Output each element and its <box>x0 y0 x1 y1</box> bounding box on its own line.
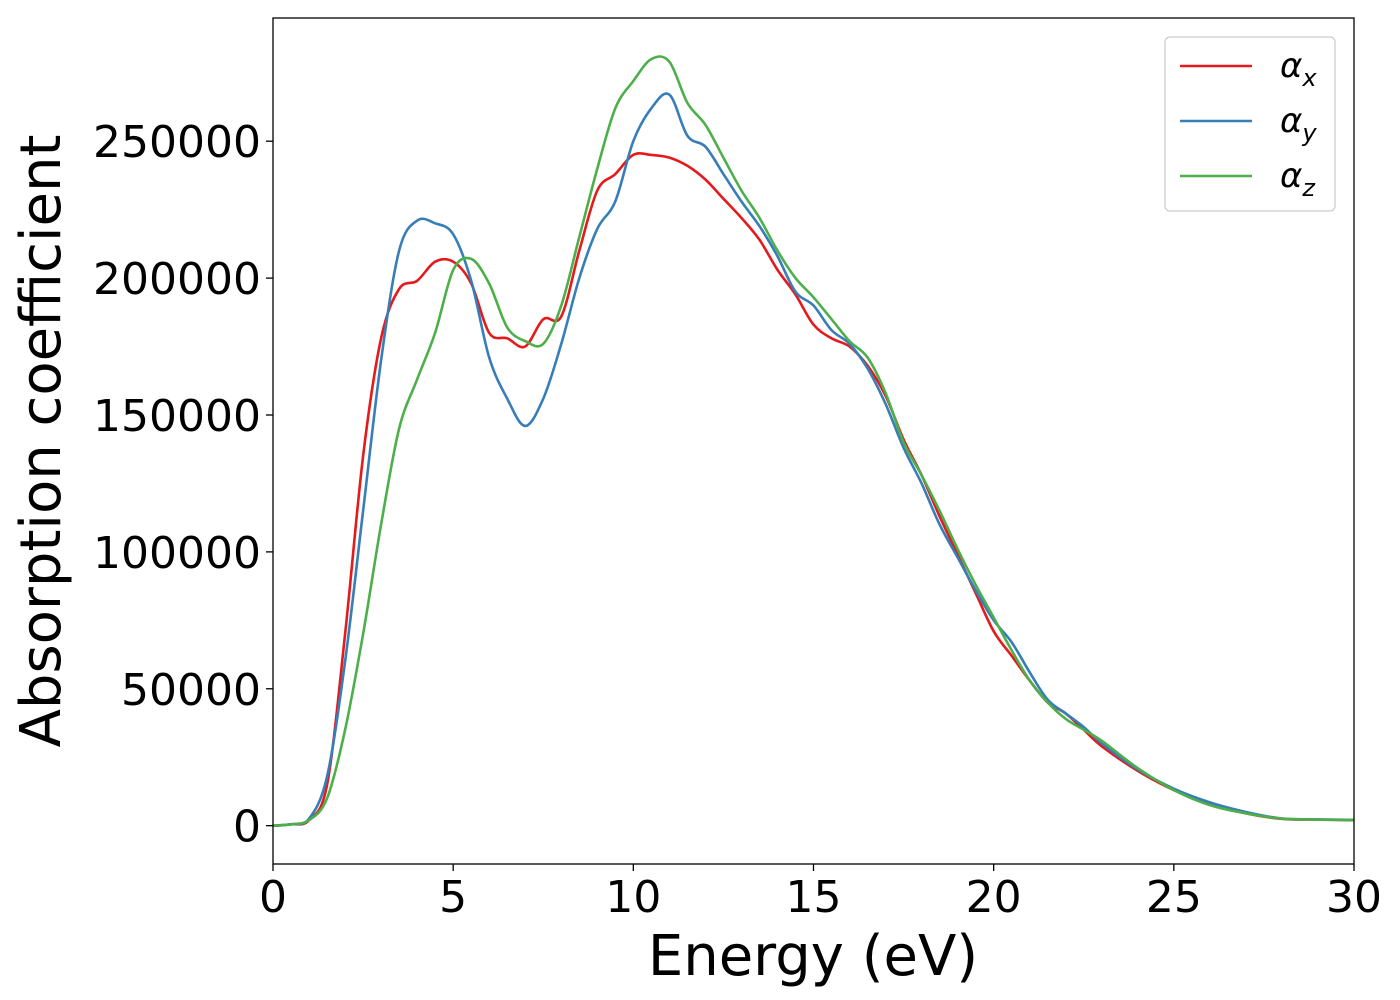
x-axis-title: Energy (eV) <box>648 924 978 989</box>
y-tick-label: 250000 <box>93 117 261 168</box>
x-tick-label: 30 <box>1326 872 1382 923</box>
y-tick-label: 0 <box>233 802 261 853</box>
x-tick-label: 5 <box>439 872 467 923</box>
x-tick-label: 15 <box>786 872 842 923</box>
legend-frame <box>1164 36 1336 212</box>
series-line-alpha-y <box>272 92 1355 827</box>
x-tick-label: 25 <box>1146 872 1202 923</box>
y-tick-label: 50000 <box>121 665 261 716</box>
y-tick-label: 200000 <box>93 254 261 305</box>
legend-label-alpha-x: αx <box>1280 46 1317 92</box>
series-lines <box>272 55 1355 827</box>
y-tick-label: 100000 <box>93 528 261 579</box>
legend-label-alpha-z: αz <box>1280 156 1316 202</box>
y-axis-ticks: 0 50000 100000 150000 200000 250000 <box>93 117 273 853</box>
legend-label-alpha-y: αy <box>1280 101 1317 147</box>
x-tick-label: 10 <box>605 872 661 923</box>
x-axis-ticks: 0 5 10 15 20 25 30 <box>259 864 1382 923</box>
x-tick-label: 0 <box>259 872 287 923</box>
series-line-alpha-z <box>272 55 1355 827</box>
y-tick-label: 150000 <box>93 391 261 442</box>
legend: αx αy αz <box>1164 36 1336 212</box>
x-tick-label: 20 <box>966 872 1022 923</box>
y-axis-title: Absorption coefficient <box>9 135 74 748</box>
